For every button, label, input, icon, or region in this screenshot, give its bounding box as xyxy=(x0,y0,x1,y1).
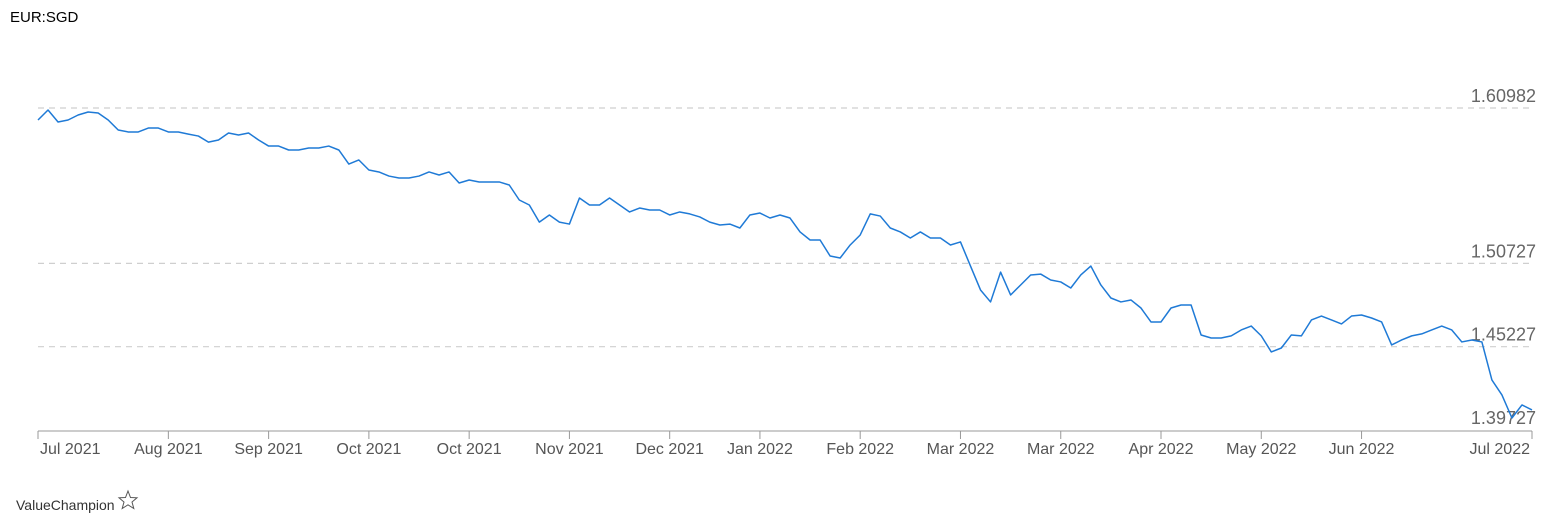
x-tick-label: Oct 2021 xyxy=(437,441,502,458)
y-tick-label: 1.60982 xyxy=(1471,86,1536,106)
y-tick-label: 1.39727 xyxy=(1471,408,1536,428)
y-tick-label: 1.45227 xyxy=(1471,325,1536,345)
x-tick-label: Sep 2021 xyxy=(234,441,303,458)
x-tick-label: Mar 2022 xyxy=(927,441,995,458)
brand-logo: ValueChampion xyxy=(16,489,139,513)
x-tick-label: Oct 2021 xyxy=(336,441,401,458)
x-tick-label: Mar 2022 xyxy=(1027,441,1095,458)
chart-title: EUR:SGD xyxy=(10,9,79,26)
x-tick-label: Aug 2021 xyxy=(134,441,203,458)
x-tick-label: Nov 2021 xyxy=(535,441,604,458)
brand-star xyxy=(117,489,139,510)
y-tick-label: 1.50727 xyxy=(1471,241,1536,261)
data-line xyxy=(37,109,1533,419)
x-tick-label: Feb 2022 xyxy=(826,441,894,458)
x-tick-label: Dec 2021 xyxy=(635,441,704,458)
x-tick-label: Jul 2021 xyxy=(40,441,101,458)
x-tick-label: May 2022 xyxy=(1226,441,1296,458)
x-tick-label: Jan 2022 xyxy=(727,441,793,458)
footer-brand: ValueChampion xyxy=(16,497,115,513)
x-tick-label: Apr 2022 xyxy=(1129,441,1194,458)
x-tick-label: Jul 2022 xyxy=(1470,441,1531,458)
x-tick-label: Jun 2022 xyxy=(1329,441,1395,458)
